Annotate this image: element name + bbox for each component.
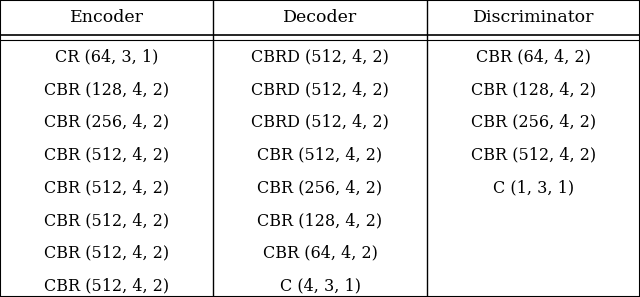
Text: CBR (256, 4, 2): CBR (256, 4, 2) (44, 114, 169, 131)
Text: CBR (256, 4, 2): CBR (256, 4, 2) (257, 179, 383, 196)
Text: CBR (512, 4, 2): CBR (512, 4, 2) (44, 277, 169, 294)
Text: CBR (64, 4, 2): CBR (64, 4, 2) (262, 245, 378, 262)
Text: Discriminator: Discriminator (473, 9, 594, 26)
Text: C (1, 3, 1): C (1, 3, 1) (493, 179, 574, 196)
Text: CBR (256, 4, 2): CBR (256, 4, 2) (471, 114, 596, 131)
Text: CBR (512, 4, 2): CBR (512, 4, 2) (471, 146, 596, 163)
Text: CBR (512, 4, 2): CBR (512, 4, 2) (44, 245, 169, 262)
Text: C (4, 3, 1): C (4, 3, 1) (280, 277, 360, 294)
Text: CBR (64, 4, 2): CBR (64, 4, 2) (476, 48, 591, 65)
Text: CBR (128, 4, 2): CBR (128, 4, 2) (257, 212, 383, 229)
Text: CR (64, 3, 1): CR (64, 3, 1) (55, 48, 158, 65)
Text: Encoder: Encoder (70, 9, 143, 26)
Text: CBR (512, 4, 2): CBR (512, 4, 2) (44, 212, 169, 229)
Text: CBR (512, 4, 2): CBR (512, 4, 2) (44, 146, 169, 163)
Text: CBRD (512, 4, 2): CBRD (512, 4, 2) (251, 48, 389, 65)
Text: CBR (128, 4, 2): CBR (128, 4, 2) (471, 81, 596, 98)
Text: CBR (128, 4, 2): CBR (128, 4, 2) (44, 81, 169, 98)
Text: CBR (512, 4, 2): CBR (512, 4, 2) (44, 179, 169, 196)
Text: CBR (512, 4, 2): CBR (512, 4, 2) (257, 146, 383, 163)
Text: CBRD (512, 4, 2): CBRD (512, 4, 2) (251, 114, 389, 131)
Text: Decoder: Decoder (283, 9, 357, 26)
Text: CBRD (512, 4, 2): CBRD (512, 4, 2) (251, 81, 389, 98)
